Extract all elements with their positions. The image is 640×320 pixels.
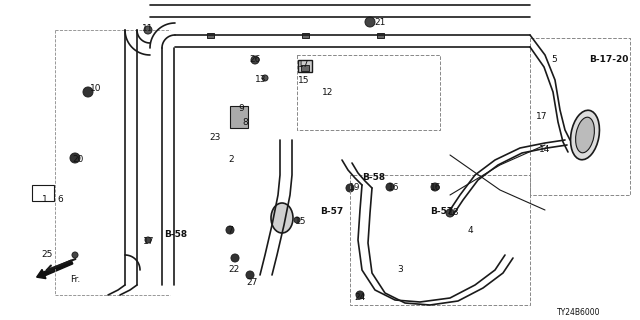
Text: 21: 21 [374, 18, 385, 27]
Circle shape [145, 237, 151, 243]
Text: B-58: B-58 [362, 173, 385, 182]
Text: 18: 18 [448, 208, 460, 217]
Text: TY24B6000: TY24B6000 [557, 308, 600, 317]
Bar [230, 106, 248, 128]
Text: 8: 8 [242, 118, 248, 127]
Circle shape [83, 87, 93, 97]
Text: 24: 24 [354, 293, 365, 302]
Bar [207, 33, 214, 37]
Text: 9: 9 [238, 104, 244, 113]
Circle shape [431, 183, 439, 191]
Text: 16: 16 [430, 183, 442, 192]
Bar [298, 60, 312, 72]
Circle shape [226, 226, 234, 234]
Text: 17: 17 [143, 237, 154, 246]
Text: 15: 15 [298, 76, 310, 85]
Text: B-57: B-57 [430, 207, 453, 216]
Text: 26: 26 [249, 55, 260, 64]
Ellipse shape [570, 110, 600, 160]
Circle shape [262, 75, 268, 81]
Circle shape [365, 17, 375, 27]
Bar [301, 33, 308, 37]
Text: B-17-20: B-17-20 [589, 55, 628, 64]
Circle shape [231, 254, 239, 262]
Bar [301, 65, 309, 71]
Circle shape [246, 271, 254, 279]
Text: 1: 1 [42, 195, 48, 204]
Text: 13: 13 [255, 75, 266, 84]
Text: 17: 17 [298, 60, 310, 69]
Circle shape [251, 56, 259, 64]
Text: 17: 17 [536, 112, 547, 121]
Text: 2: 2 [228, 155, 234, 164]
Circle shape [386, 183, 394, 191]
Text: 5: 5 [551, 55, 557, 64]
Circle shape [346, 184, 354, 192]
Ellipse shape [575, 117, 595, 153]
Text: 22: 22 [228, 265, 239, 274]
Text: 27: 27 [246, 278, 257, 287]
Text: 25: 25 [41, 250, 52, 259]
Circle shape [72, 252, 78, 258]
FancyArrow shape [36, 260, 73, 279]
Circle shape [356, 291, 364, 299]
Circle shape [294, 217, 300, 223]
Text: 23: 23 [209, 133, 220, 142]
Text: 12: 12 [322, 88, 333, 97]
Text: 10: 10 [90, 84, 102, 93]
Text: B-57: B-57 [320, 207, 343, 216]
Text: 19: 19 [349, 183, 360, 192]
Text: 20: 20 [72, 155, 83, 164]
Text: 3: 3 [397, 265, 403, 274]
Text: 4: 4 [468, 226, 474, 235]
Circle shape [446, 209, 454, 217]
Text: Fr.: Fr. [70, 275, 80, 284]
Text: 7: 7 [227, 226, 233, 235]
Bar [32, 185, 54, 201]
Text: B-58: B-58 [164, 230, 187, 239]
Text: 14: 14 [539, 145, 550, 154]
Bar [376, 33, 383, 37]
Text: 15: 15 [295, 217, 307, 226]
Text: 16: 16 [388, 183, 399, 192]
Text: 11: 11 [142, 24, 154, 33]
Ellipse shape [271, 203, 293, 233]
Text: 6: 6 [57, 195, 63, 204]
Circle shape [70, 153, 80, 163]
Circle shape [144, 26, 152, 34]
